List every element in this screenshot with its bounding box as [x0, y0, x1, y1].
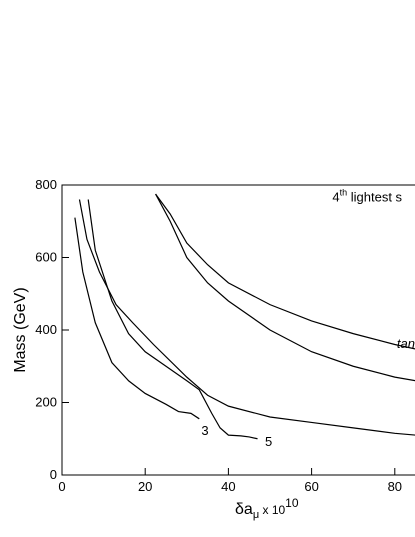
x-tick-label: 0	[58, 479, 65, 494]
annotation-part: tan	[397, 336, 415, 351]
annotation-part: lightest s	[347, 189, 402, 204]
x-label-sup: 10	[285, 496, 299, 510]
curve	[155, 193, 415, 350]
y-axis-label: Mass (GeV)	[12, 287, 29, 372]
axes-frame	[61, 184, 415, 476]
y-tick-label: 0	[50, 467, 57, 482]
annotation-part: 4	[332, 189, 339, 204]
x-tick-label: 20	[138, 479, 152, 494]
y-tick-label: 400	[35, 322, 57, 337]
plot-area	[74, 193, 415, 440]
x-label-sub: μ	[253, 509, 259, 521]
curve	[155, 193, 415, 382]
curve	[74, 217, 200, 420]
curve	[87, 199, 258, 440]
annotation: tan	[397, 336, 415, 351]
annotation: 4th lightest s	[332, 187, 402, 204]
y-tick-label: 600	[35, 250, 57, 265]
x-tick-label: 80	[388, 479, 402, 494]
curve	[78, 199, 415, 436]
y-tick-label: 200	[35, 395, 57, 410]
x-label-main: δa	[235, 501, 253, 518]
curve-label: 5	[265, 434, 272, 449]
annotation-part: th	[340, 187, 348, 197]
y-tick-label: 800	[35, 177, 57, 192]
x-tick-label: 60	[304, 479, 318, 494]
x-label-mid: x 10	[259, 503, 285, 517]
curve-label: 3	[201, 423, 208, 438]
x-axis-label: δaμ x 1010	[235, 496, 299, 521]
x-tick-label: 40	[221, 479, 235, 494]
